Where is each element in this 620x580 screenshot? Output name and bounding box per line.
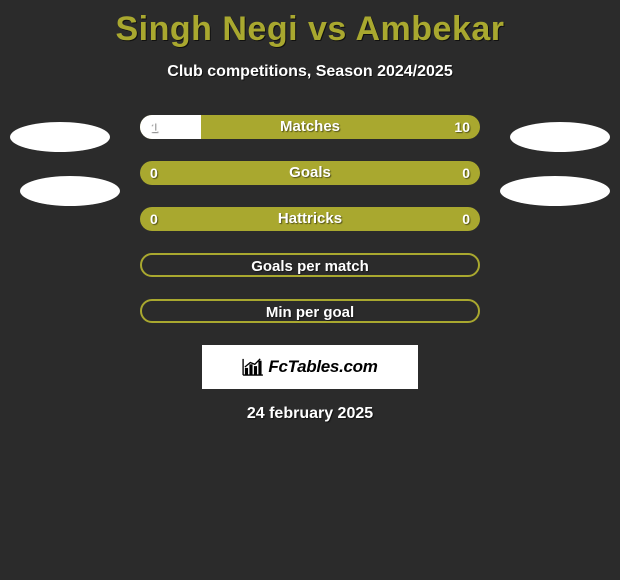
stat-label: Hattricks: [140, 207, 480, 231]
stat-row: Goals per match: [140, 253, 480, 277]
page-title: Singh Negi vs Ambekar: [0, 0, 620, 49]
stats-container: 110Matches 00Goals 00Hattricks Goals per ma…: [140, 115, 480, 323]
player-right-avatar-1: [510, 122, 610, 152]
stat-label: Goals: [140, 161, 480, 185]
stat-label: Goals per match: [142, 255, 478, 275]
logo-box[interactable]: FcTables.com: [202, 345, 418, 389]
stat-label: Min per goal: [142, 301, 478, 321]
stat-row: Min per goal: [140, 299, 480, 323]
player-right-avatar-2: [500, 176, 610, 206]
date-label: 24 february 2025: [0, 405, 620, 423]
stat-row: 110Matches: [140, 115, 480, 139]
logo-text: FcTables.com: [268, 357, 377, 377]
subtitle: Club competitions, Season 2024/2025: [0, 63, 620, 81]
player-left-avatar-1: [10, 122, 110, 152]
stat-label: Matches: [140, 115, 480, 139]
bar-chart-icon: [242, 358, 264, 376]
stat-row: 00Goals: [140, 161, 480, 185]
player-left-avatar-2: [20, 176, 120, 206]
stat-row: 00Hattricks: [140, 207, 480, 231]
